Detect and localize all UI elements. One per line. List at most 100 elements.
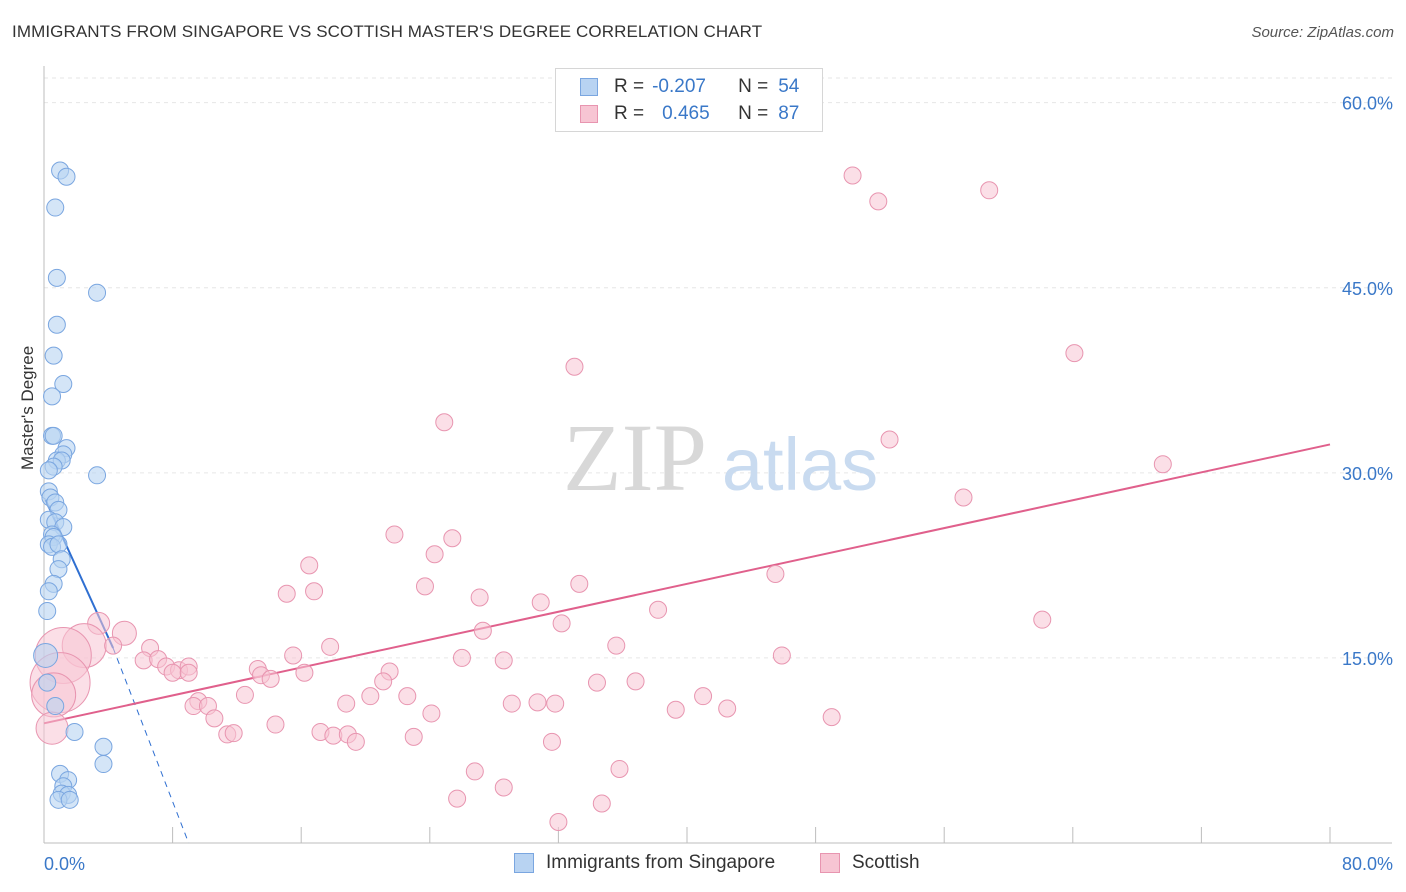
point-scottish — [266, 715, 285, 734]
point-singapore — [44, 426, 63, 445]
point-scottish — [435, 413, 454, 432]
legend-swatch-pink — [580, 105, 598, 123]
bottom-legend-scottish: Scottish — [820, 852, 920, 874]
point-scottish — [35, 711, 69, 745]
point-singapore — [39, 582, 58, 601]
x-tick-label: 80.0% — [1342, 854, 1393, 874]
point-scottish — [766, 565, 785, 584]
point-scottish — [422, 704, 441, 723]
point-scottish — [104, 636, 123, 655]
point-scottish — [465, 762, 484, 781]
point-singapore — [94, 737, 113, 756]
trend-line-singapore-extension — [112, 647, 190, 844]
point-scottish — [694, 687, 713, 706]
point-singapore — [47, 268, 66, 287]
point-scottish — [398, 687, 417, 706]
point-singapore — [65, 722, 84, 741]
point-scottish — [448, 789, 467, 808]
point-scottish — [587, 673, 606, 692]
chart-title: IMMIGRANTS FROM SINGAPORE VS SCOTTISH MA… — [12, 22, 763, 41]
point-singapore — [49, 535, 68, 554]
point-scottish — [980, 181, 999, 200]
y-axis-label: Master's Degree — [18, 345, 37, 470]
point-scottish — [570, 574, 589, 593]
point-singapore — [44, 346, 63, 365]
point-scottish — [494, 778, 513, 797]
point-scottish — [385, 525, 404, 544]
point-scottish — [277, 584, 296, 603]
point-scottish — [531, 593, 550, 612]
point-scottish — [546, 694, 565, 713]
bottom-legend-singapore: Immigrants from Singapore — [514, 852, 775, 874]
point-singapore — [60, 790, 79, 809]
bottom-legend-swatch-pink — [820, 853, 840, 873]
point-singapore — [46, 697, 65, 716]
point-singapore — [33, 642, 59, 668]
point-scottish — [473, 621, 492, 640]
point-singapore — [38, 673, 57, 692]
point-singapore — [88, 466, 107, 485]
legend-r-value: 0.465 — [662, 103, 710, 124]
legend-row-scottish: R = 0.465 N = 87 — [580, 103, 799, 125]
point-scottish — [452, 648, 471, 667]
bottom-legend-swatch-blue — [514, 853, 534, 873]
point-scottish — [869, 192, 888, 211]
y-tick-label: 30.0% — [1342, 464, 1393, 484]
point-scottish — [718, 699, 737, 718]
point-scottish — [361, 687, 380, 706]
point-scottish — [163, 663, 182, 682]
legend-n-value: 87 — [778, 103, 800, 124]
legend-row-singapore: R = -0.207 N = 54 — [580, 76, 799, 98]
point-scottish — [374, 672, 393, 691]
point-scottish — [425, 545, 444, 564]
point-scottish — [542, 732, 561, 751]
point-scottish — [528, 693, 547, 712]
legend-r-label: R = — [614, 103, 645, 124]
watermark: ZIP atlas — [563, 404, 878, 511]
point-scottish — [1065, 344, 1084, 363]
bottom-legend-label-scottish: Scottish — [852, 852, 920, 873]
point-scottish — [549, 813, 568, 832]
point-scottish — [337, 694, 356, 713]
point-singapore — [47, 315, 66, 334]
point-scottish — [880, 430, 899, 449]
watermark-atlas: atlas — [722, 423, 878, 506]
point-singapore — [57, 167, 76, 186]
point-singapore — [94, 755, 113, 774]
point-scottish — [443, 529, 462, 548]
x-tick-label: 0.0% — [44, 854, 85, 874]
point-scottish — [592, 794, 611, 813]
point-scottish — [822, 708, 841, 727]
point-scottish — [305, 582, 324, 601]
point-singapore — [39, 461, 58, 480]
y-tick-label: 45.0% — [1342, 279, 1393, 299]
legend-r-value: -0.207 — [652, 76, 706, 97]
legend-n-value: 54 — [778, 76, 800, 97]
legend-n-label: N = — [738, 103, 769, 124]
point-scottish — [295, 663, 314, 682]
point-singapore — [38, 602, 57, 621]
point-scottish — [772, 646, 791, 665]
point-scottish — [649, 600, 668, 619]
source-label: Source: ZipAtlas.com — [1251, 24, 1394, 41]
point-scottish — [346, 732, 365, 751]
point-scottish — [666, 700, 685, 719]
grid-lines — [44, 77, 1392, 659]
point-singapore — [46, 198, 65, 217]
point-scottish — [205, 709, 224, 728]
point-scottish — [404, 727, 423, 746]
point-scottish — [954, 488, 973, 507]
point-scottish — [843, 166, 862, 185]
watermark-zip: ZIP — [563, 404, 707, 511]
point-singapore — [54, 375, 73, 393]
y-tick-label: 60.0% — [1342, 94, 1393, 114]
point-scottish — [610, 759, 629, 778]
point-scottish — [1153, 455, 1172, 474]
point-scottish — [494, 651, 513, 670]
legend-box: R = -0.207 N = 54 R = 0.465 N = 87 — [555, 68, 823, 132]
legend-swatch-blue — [580, 78, 598, 96]
point-scottish — [470, 588, 489, 607]
point-scottish — [502, 694, 521, 713]
point-scottish — [224, 724, 243, 743]
